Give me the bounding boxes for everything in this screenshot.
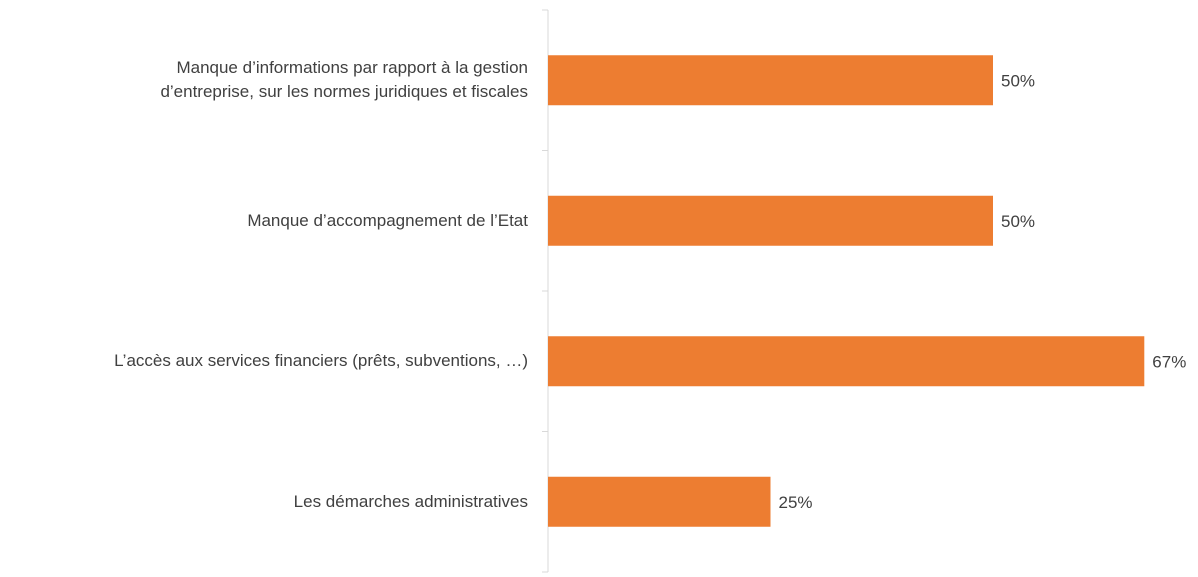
bar (548, 195, 993, 246)
value-label: 50% (1001, 72, 1035, 91)
bar (548, 476, 771, 527)
bar (548, 336, 1145, 387)
category-label: Manque d’accompagnement de l’Etat (247, 210, 528, 230)
category-label: Manque d’informations par rapport à la g… (160, 58, 528, 102)
bar (548, 55, 993, 106)
category-label: Les démarches administratives (293, 491, 528, 511)
value-label: 50% (1001, 212, 1035, 231)
category-label: L’accès aux services financiers (prêts, … (114, 351, 528, 371)
value-label: 67% (1152, 353, 1186, 372)
value-label: 25% (779, 493, 813, 512)
